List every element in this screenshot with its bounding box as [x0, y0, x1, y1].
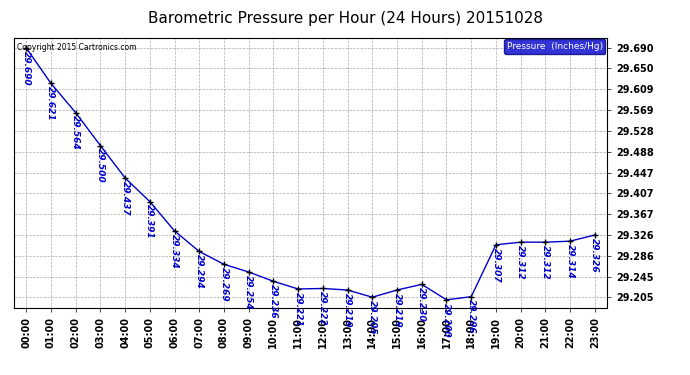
- Text: 29.294: 29.294: [195, 254, 204, 289]
- Legend: Pressure  (Inches/Hg): Pressure (Inches/Hg): [504, 39, 605, 54]
- Text: 29.206: 29.206: [466, 300, 475, 334]
- Text: 29.564: 29.564: [71, 116, 80, 150]
- Text: 29.500: 29.500: [96, 148, 105, 183]
- Text: 29.312: 29.312: [541, 245, 550, 280]
- Text: 29.437: 29.437: [121, 181, 130, 215]
- Text: 29.307: 29.307: [491, 248, 500, 282]
- Text: 29.221: 29.221: [294, 292, 303, 326]
- Text: 29.254: 29.254: [244, 275, 253, 309]
- Text: 29.205: 29.205: [368, 300, 377, 334]
- Text: 29.200: 29.200: [442, 303, 451, 337]
- Text: 29.391: 29.391: [146, 204, 155, 239]
- Text: 29.219: 29.219: [393, 293, 402, 327]
- Text: 29.326: 29.326: [591, 238, 600, 272]
- Text: 29.236: 29.236: [269, 284, 278, 319]
- Text: 29.314: 29.314: [566, 244, 575, 279]
- Text: Copyright 2015 Cartronics.com: Copyright 2015 Cartronics.com: [17, 43, 136, 52]
- Text: 29.312: 29.312: [516, 245, 525, 280]
- Text: Barometric Pressure per Hour (24 Hours) 20151028: Barometric Pressure per Hour (24 Hours) …: [148, 11, 542, 26]
- Text: 29.621: 29.621: [46, 86, 55, 121]
- Text: 29.230: 29.230: [417, 287, 426, 322]
- Text: 29.269: 29.269: [219, 267, 228, 302]
- Text: 29.690: 29.690: [21, 51, 30, 85]
- Text: 29.219: 29.219: [343, 293, 352, 327]
- Text: 29.222: 29.222: [318, 291, 327, 326]
- Text: 29.334: 29.334: [170, 234, 179, 268]
